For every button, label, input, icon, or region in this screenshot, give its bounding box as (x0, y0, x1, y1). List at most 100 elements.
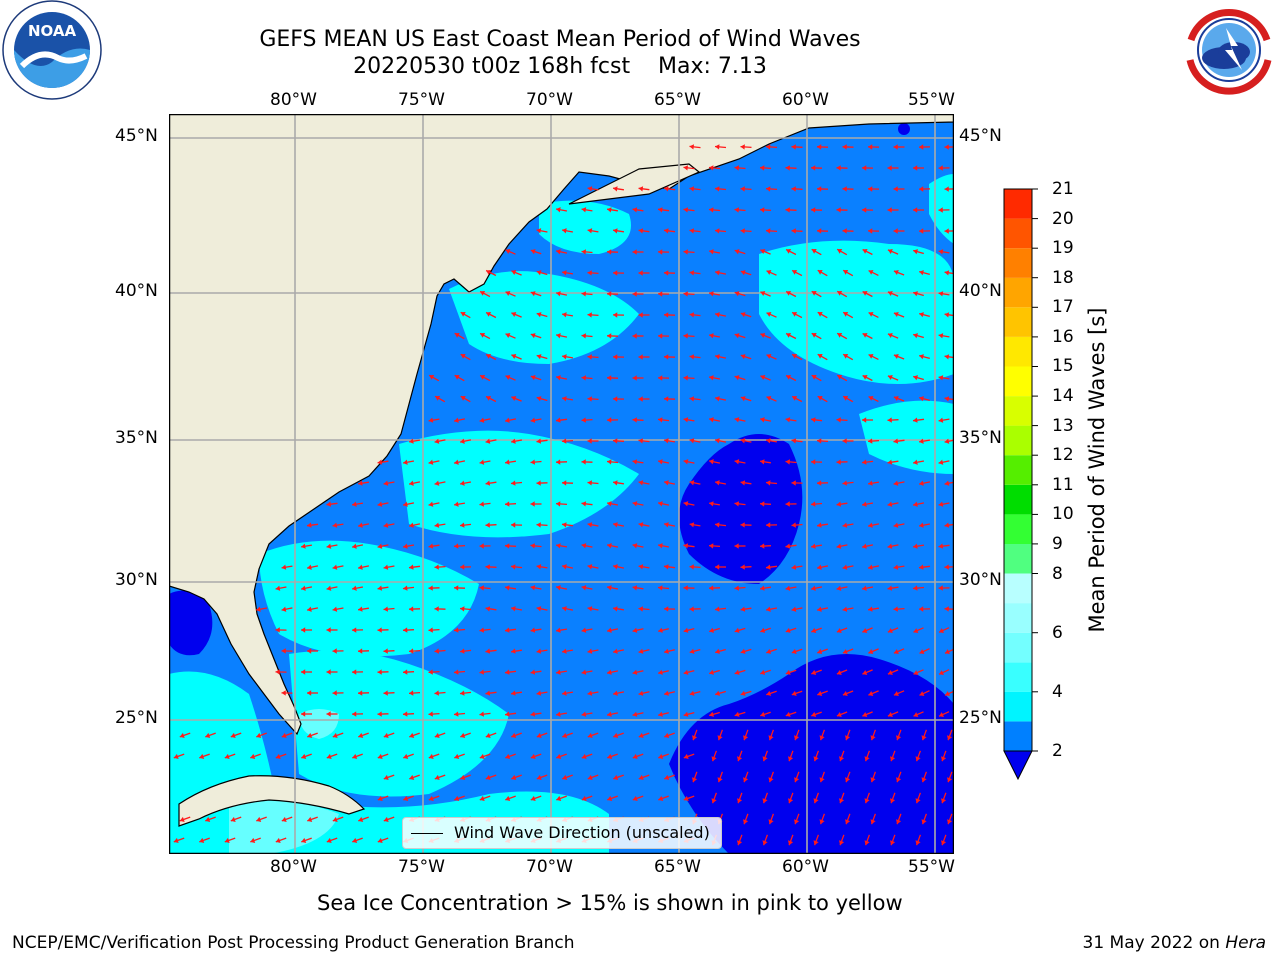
wave-direction-arrowhead (403, 795, 409, 801)
wave-direction-arrowhead (689, 648, 695, 654)
wave-direction-arrowhead (281, 648, 286, 654)
wave-direction-arrowhead (632, 585, 638, 591)
wave-direction-arrowhead (658, 417, 663, 423)
wave-direction-arrowhead (938, 543, 944, 549)
wave-direction-arrowhead (632, 753, 638, 759)
wave-direction-arrowhead (817, 606, 822, 612)
wave-direction-arrowhead (709, 459, 714, 465)
wave-direction-arrowhead (737, 840, 743, 846)
wave-direction-arrowhead (689, 396, 694, 402)
wave-direction-arrowhead (485, 732, 491, 738)
wave-direction-arrowhead (581, 795, 587, 801)
wave-direction-arrowhead (536, 564, 542, 570)
wave-direction-arrowhead (377, 837, 383, 843)
colorbar-tick-label: 6 (1052, 622, 1063, 643)
wave-direction-arrowhead (485, 606, 491, 612)
wave-direction-arrowhead (811, 333, 817, 338)
wave-direction-arrowhead (919, 186, 924, 192)
wave-direction-arrowhead (743, 819, 749, 825)
wave-direction-arrowhead (562, 774, 568, 780)
wave-direction-arrowhead (479, 459, 485, 465)
lat-label-right-40n: 40°N (959, 281, 1002, 301)
wave-direction-arrowhead (358, 816, 364, 822)
wave-direction-arrowhead (893, 228, 898, 234)
wave-direction-arrowhead (613, 648, 618, 654)
wave-direction-arrowhead (664, 522, 669, 528)
wave-direction-arrowhead (607, 711, 612, 717)
wave-direction-arrowhead (709, 249, 714, 255)
wave-direction-arrowhead (301, 753, 307, 759)
wave-direction-arrowhead (896, 819, 902, 825)
wave-direction-arrowhead (256, 816, 262, 822)
wave-direction-arrowhead (658, 711, 663, 717)
wave-direction-arrowhead (587, 606, 593, 612)
wave-direction-arrowhead (715, 228, 720, 234)
wave-direction-arrowhead (556, 795, 562, 801)
wave-direction-arrowhead (511, 480, 516, 486)
wave-direction-arrowhead (658, 669, 663, 675)
wave-direction-arrowhead (683, 333, 688, 339)
wave-direction-arrowhead (893, 354, 899, 359)
wave-direction-arrowhead (919, 649, 925, 654)
wave-direction-arrowhead (326, 627, 331, 633)
wave-direction-arrowhead (842, 186, 847, 192)
wave-direction-arrowhead (377, 711, 382, 717)
wave-direction-arrowhead (811, 501, 816, 507)
colorbar-label: Mean Period of Wind Waves [s] (1085, 307, 1109, 633)
wave-direction-arrowhead (811, 249, 817, 254)
wave-direction-arrowhead (836, 712, 842, 717)
wave-direction-arrowhead (944, 480, 950, 486)
colorbar-tick-label: 18 (1052, 267, 1074, 288)
wave-direction-arrowhead (837, 291, 843, 296)
wave-direction-arrowhead (893, 312, 899, 317)
wave-direction-arrowhead (944, 144, 949, 150)
wave-direction-arrowhead (377, 627, 382, 633)
wave-direction-arrowhead (454, 627, 459, 633)
wave-direction-arrowhead (581, 333, 586, 339)
wave-direction-arrowhead (454, 711, 459, 717)
wave-direction-arrowhead (536, 606, 542, 612)
wave-direction-arrowhead (281, 732, 287, 738)
wave-direction-arrowhead (638, 354, 643, 360)
wave-direction-arrowhead (530, 501, 535, 507)
wave-direction-arrowhead (511, 396, 517, 401)
wave-direction-arrowhead (837, 249, 843, 254)
wave-direction-arrowhead (709, 711, 714, 717)
wave-direction-arrowhead (689, 606, 694, 612)
wave-direction-arrowhead (530, 585, 536, 591)
wave-direction-arrowhead (377, 501, 383, 507)
lat-label-right-35n: 35°N (959, 428, 1002, 448)
wave-direction-arrowhead (556, 753, 562, 759)
wave-direction-arrowhead (607, 501, 612, 507)
colorbar-swatch (1004, 603, 1032, 633)
period-under-2-regions (169, 123, 954, 854)
wave-direction-arrowhead (173, 837, 179, 843)
colorbar-swatch (1004, 662, 1032, 692)
wave-direction-arrowhead (638, 732, 644, 738)
wave-direction-arrowhead (377, 459, 383, 465)
wave-direction-arrowhead (403, 627, 408, 633)
wave-direction-arrowhead (326, 753, 332, 759)
lon-label-top-80w: 80°W (270, 90, 317, 110)
wave-direction-arrowhead (658, 753, 664, 759)
wave-direction-arrowhead (919, 691, 925, 696)
wave-direction-arrowhead (715, 396, 720, 402)
colorbar-swatch (1004, 425, 1032, 456)
wave-direction-arrowhead (281, 690, 286, 696)
wave-direction-arrowhead (893, 270, 899, 275)
wave-direction-arrowhead (887, 333, 893, 338)
wave-direction-arrowhead (632, 291, 637, 297)
wave-direction-arrowhead (581, 207, 587, 213)
wave-direction-arrowhead (893, 522, 899, 528)
wave-direction-arrowhead (939, 712, 944, 717)
wave-direction-arrowhead (734, 165, 739, 171)
wave-direction-arrowhead (658, 501, 663, 507)
wave-direction-arrowhead (734, 459, 740, 465)
wave-direction-arrowhead (454, 543, 459, 549)
wave-direction-arrowhead (868, 228, 873, 234)
wave-direction-arrowhead (307, 690, 312, 696)
wave-direction-arrowhead (613, 438, 618, 444)
wave-direction-arrowhead (326, 585, 332, 591)
wave-direction-arrowhead (740, 690, 746, 696)
wave-direction-arrowhead (890, 756, 896, 762)
